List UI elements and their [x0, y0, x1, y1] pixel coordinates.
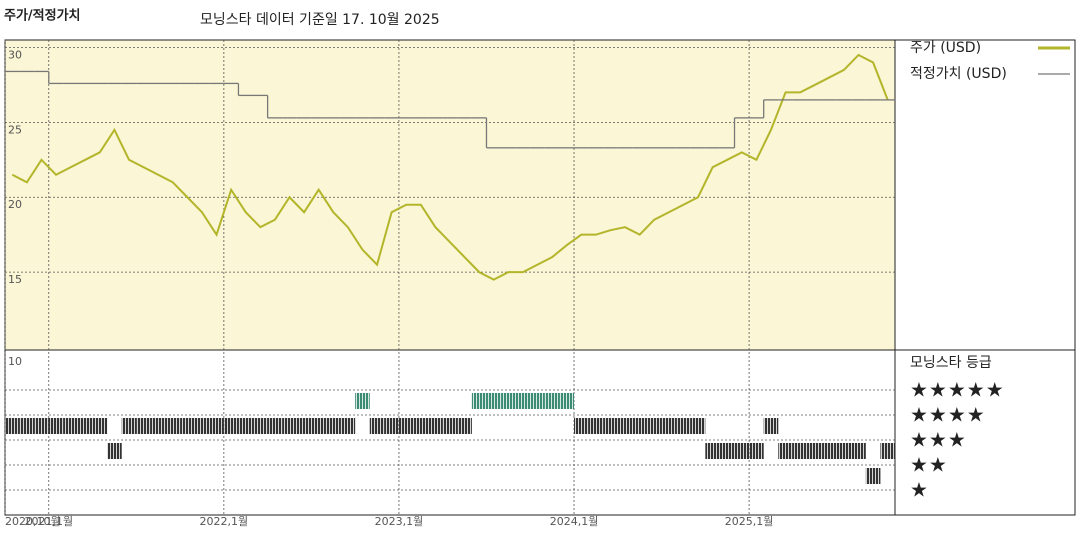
rating-bar: [296, 418, 312, 434]
plot-background: [5, 40, 895, 350]
rating-bar: [646, 418, 662, 434]
rating-bar: [778, 443, 793, 459]
rating-bar: [325, 418, 341, 434]
rating-bar: [661, 418, 677, 434]
star-label: ★★: [910, 453, 948, 477]
legend-label: 적정가치 (USD): [910, 66, 1007, 82]
rating-bar: [194, 418, 210, 434]
rating-bar: [865, 468, 881, 484]
price-line: [11, 53, 889, 281]
chart-title: 주가/적정가치: [4, 8, 81, 24]
rating-bar: [822, 443, 837, 459]
x-tick-label: 2023,1월: [375, 515, 424, 528]
rating-bar: [632, 418, 647, 434]
y-tick-label: 15: [8, 273, 22, 286]
rating-bar: [340, 418, 356, 434]
rating-bar: [77, 418, 93, 434]
rating-bar: [223, 418, 239, 434]
rating-bar: [734, 443, 750, 459]
rating-bar: [457, 418, 472, 434]
rating-bar: [676, 418, 691, 434]
rating-bar: [355, 393, 370, 409]
rating-bar: [253, 418, 268, 434]
chart-subtitle: 모닝스타 데이터 기준일 17. 10월 2025: [200, 12, 440, 28]
rating-bar: [617, 418, 633, 434]
rating-bar: [836, 443, 852, 459]
rating-bar: [880, 443, 895, 459]
rating-bar: [486, 393, 502, 409]
rating-bar: [238, 418, 254, 434]
rating-bar: [501, 393, 516, 409]
rating-bar: [92, 418, 108, 434]
rating-bar: [428, 418, 443, 434]
star-label: ★★★★★: [910, 378, 1005, 402]
x-tick-label: 2024,1월: [550, 515, 599, 528]
rating-bar: [588, 418, 604, 434]
rating-bar: [705, 443, 720, 459]
rating-title: 모닝스타 등급: [910, 355, 992, 371]
rating-tick-label: 10: [8, 355, 22, 368]
rating-bar: [749, 443, 764, 459]
rating-bar: [792, 443, 808, 459]
rating-bar: [515, 393, 531, 409]
rating-bar: [282, 418, 297, 434]
rating-bar: [471, 393, 487, 409]
rating-bar: [180, 418, 195, 434]
rating-bar: [384, 418, 399, 434]
rating-bar: [530, 393, 545, 409]
rating-bar: [763, 418, 779, 434]
y-tick-label: 30: [8, 48, 22, 61]
x-tick-label: 2021,1월: [24, 515, 73, 528]
rating-bar: [136, 418, 151, 434]
rating-bar: [603, 418, 618, 434]
rating-bar: [19, 418, 35, 434]
rating-bar: [107, 443, 122, 459]
rating-bar: [559, 393, 575, 409]
rating-bar: [413, 418, 429, 434]
rating-bar: [574, 418, 589, 434]
rating-bar: [121, 418, 137, 434]
rating-bar: [719, 443, 735, 459]
rating-bar: [48, 418, 64, 434]
rating-bar: [369, 418, 385, 434]
rating-bar: [690, 418, 706, 434]
rating-bar: [267, 418, 283, 434]
rating-bar: [442, 418, 458, 434]
rating-bar: [150, 418, 166, 434]
rating-bar: [544, 393, 560, 409]
y-tick-label: 25: [8, 123, 22, 136]
rating-bar: [851, 443, 866, 459]
star-label: ★★★★: [910, 403, 986, 427]
rating-bar: [34, 418, 49, 434]
rating-bar: [398, 418, 414, 434]
star-label: ★: [910, 478, 929, 502]
x-tick-label: 2025,1월: [725, 515, 774, 528]
rating-bar: [311, 418, 326, 434]
x-tick-label: 2020,10월: [5, 515, 61, 528]
legend-label: 주가 (USD): [910, 40, 981, 56]
star-label: ★★★: [910, 428, 967, 452]
rating-bar: [209, 418, 224, 434]
y-tick-label: 20: [8, 198, 22, 211]
x-tick-label: 2022,1월: [200, 515, 249, 528]
rating-bar: [165, 418, 181, 434]
rating-bar: [807, 443, 823, 459]
rating-bar: [5, 418, 20, 434]
rating-bar: [63, 418, 78, 434]
